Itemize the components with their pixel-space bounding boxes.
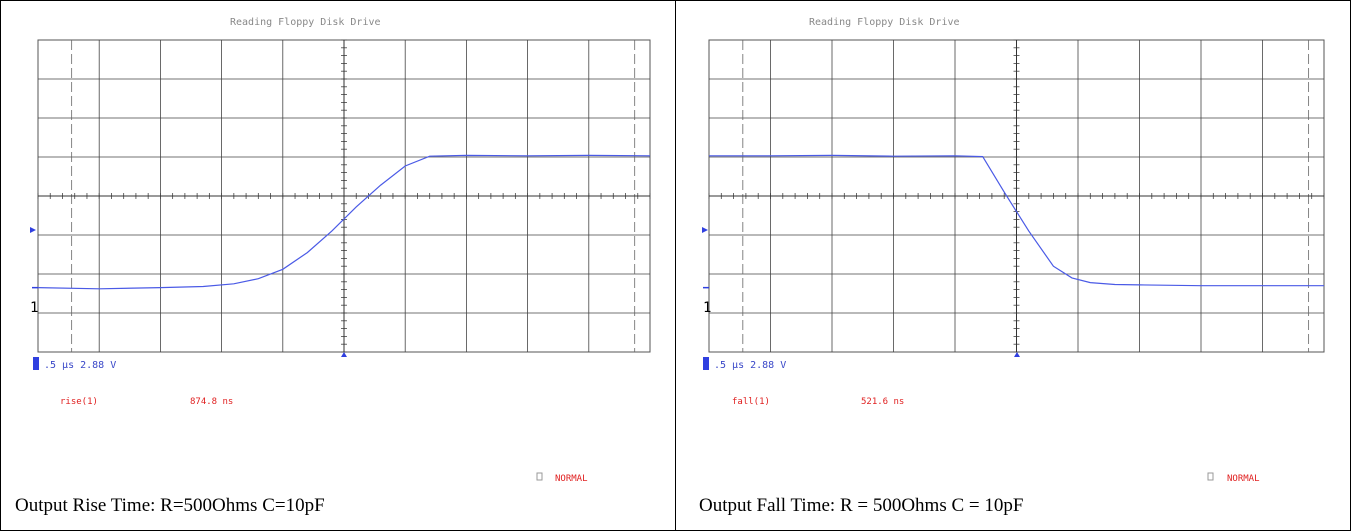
mode-label: NORMAL — [1227, 474, 1260, 484]
measurement-value: 874.8 ns — [190, 397, 233, 407]
channel-badge — [33, 357, 39, 370]
chart-caption: Output Rise Time: R=500Ohms C=10pF — [15, 495, 325, 516]
channel-marker: 1 — [703, 300, 711, 316]
measurement-label: fall(1) — [732, 397, 770, 407]
trigger-level-marker — [702, 227, 708, 233]
panel-divider — [675, 0, 676, 531]
trigger-position-marker — [341, 352, 347, 357]
scale-readout: .5 µs 2.88 V — [44, 360, 116, 371]
chart-caption: Output Fall Time: R = 500Ohms C = 10pF — [699, 495, 1024, 516]
trigger-level-marker — [30, 227, 36, 233]
measurement-value: 521.6 ns — [861, 397, 904, 407]
chart-title: Reading Floppy Disk Drive — [230, 17, 381, 28]
scale-readout: .5 µs 2.88 V — [714, 360, 786, 371]
measurement-label: rise(1) — [60, 397, 98, 407]
trigger-position-marker — [1014, 352, 1020, 357]
waveform-trace — [37, 154, 651, 290]
panel-rise: Reading Floppy Disk Drive 1 .5 µs 2.88 V… — [0, 0, 675, 531]
chart-title: Reading Floppy Disk Drive — [809, 17, 960, 28]
channel-badge — [703, 357, 709, 370]
mode-indicator-icon — [1207, 472, 1214, 481]
mode-indicator-icon — [536, 472, 543, 481]
scope-rise: Reading Floppy Disk Drive 1 .5 µs 2.88 V… — [30, 17, 651, 484]
waveform-trace — [709, 154, 1324, 287]
panel-fall: Reading Floppy Disk Drive 1 .5 µs 2.88 V… — [676, 0, 1351, 531]
mode-label: NORMAL — [555, 474, 588, 484]
channel-marker: 1 — [30, 300, 38, 316]
scope-fall: Reading Floppy Disk Drive 1 .5 µs 2.88 V… — [702, 17, 1325, 484]
